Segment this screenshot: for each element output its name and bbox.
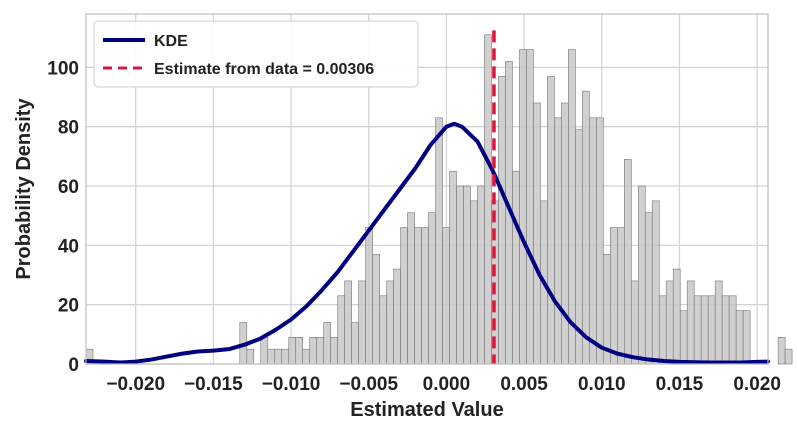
histogram-bar [610, 227, 618, 365]
histogram-bar [658, 295, 667, 365]
histogram-bar [267, 348, 276, 365]
histogram-bar [512, 170, 520, 365]
x-tick-label: 0.005 [500, 374, 548, 395]
x-tick-label: −0.020 [106, 374, 165, 395]
histogram-bar [554, 117, 562, 365]
histogram-bar [707, 295, 716, 365]
x-tick-label: −0.005 [339, 374, 398, 395]
histogram-bar [596, 117, 604, 365]
x-tick-label: 0.020 [733, 374, 781, 395]
y-tick-label: 100 [47, 58, 79, 79]
histogram-bar [470, 200, 478, 365]
histogram-bar [288, 337, 297, 365]
histogram-bar [442, 227, 450, 365]
histogram-bar [526, 49, 534, 365]
histogram-bar [679, 310, 688, 365]
histogram-bar [561, 102, 569, 365]
y-tick-label: 80 [58, 118, 79, 139]
histogram-bar [295, 337, 304, 365]
y-tick-label: 60 [58, 177, 79, 198]
histogram-bar [742, 310, 751, 365]
histogram-bar [449, 170, 457, 365]
histogram-bar [463, 185, 471, 365]
y-tick-label: 20 [58, 296, 79, 317]
histogram-bar [393, 268, 401, 365]
histogram-bar [365, 227, 373, 365]
histogram-bar [728, 295, 737, 365]
histogram-bar [372, 253, 380, 365]
histogram-bar [568, 49, 576, 365]
histogram-bar [421, 227, 429, 365]
x-tick-label: 0.010 [578, 374, 626, 395]
histogram-bar [435, 117, 443, 365]
histogram-bar [693, 295, 702, 365]
legend-estimate-label: Estimate from data = 0.00306 [154, 61, 374, 78]
x-tick-label: −0.010 [262, 374, 321, 395]
plot-frame [85, 13, 769, 365]
histogram-bar [323, 322, 331, 365]
histogram-bar [351, 322, 359, 365]
histogram-bar [700, 295, 709, 365]
y-tick-label: 0 [68, 355, 79, 376]
histogram-bar [665, 280, 674, 365]
kde-curve-group [84, 121, 770, 365]
histogram-bar [582, 90, 590, 365]
histogram-bar [547, 75, 555, 365]
histogram-bar [686, 280, 695, 365]
histogram-bar [260, 337, 269, 365]
legend: KDE Estimate from data = 0.00306 [93, 20, 419, 88]
x-tick-labels: −0.020 −0.015 −0.010 −0.005 0.000 0.005 0.010 0… [106, 374, 781, 395]
histogram-bar [386, 280, 394, 365]
histogram-bar [637, 185, 646, 365]
y-axis-label: Probability Density [13, 98, 35, 280]
histogram-bar [533, 102, 541, 365]
histogram-bar [589, 117, 597, 365]
histogram-bar [330, 337, 338, 365]
histogram-bar [498, 75, 506, 365]
histogram-bar [484, 34, 492, 365]
histogram-bar [721, 295, 730, 365]
histogram-bar [714, 280, 723, 365]
histogram-bar [456, 185, 464, 365]
x-tick-label: −0.015 [184, 374, 243, 395]
histogram-bar [274, 348, 283, 365]
histogram-bar [246, 348, 255, 365]
histogram-bar [672, 268, 681, 365]
x-tick-label: 0.000 [423, 374, 471, 395]
histogram-bar [358, 280, 366, 365]
kde-curve [84, 121, 770, 365]
histogram-bar [519, 49, 527, 365]
legend-box [93, 20, 419, 88]
histogram-bars [85, 34, 793, 365]
histogram-bar [414, 227, 422, 365]
histogram-bar [316, 337, 324, 365]
histogram-bar [281, 348, 290, 365]
histogram-bar [784, 348, 793, 365]
y-tick-label: 40 [58, 236, 79, 257]
histogram-bar [477, 185, 485, 365]
x-tick-label: 0.015 [656, 374, 704, 395]
histogram-bar [617, 227, 625, 365]
histogram-bar [302, 348, 311, 365]
histogram-bar [428, 212, 436, 365]
histogram-bar [407, 212, 415, 365]
histogram-bar [777, 337, 786, 365]
histogram-bar [379, 295, 387, 365]
histogram-bar [630, 280, 639, 365]
histogram-bar [400, 227, 408, 365]
histogram-bar [735, 310, 744, 365]
histogram-bar [309, 337, 317, 365]
histogram-bar [623, 159, 632, 365]
legend-kde-label: KDE [154, 33, 188, 50]
histogram-bar [651, 200, 660, 365]
histogram-bar [337, 295, 345, 365]
histogram-bar [644, 212, 653, 365]
y-tick-labels: 0 20 40 60 80 100 [47, 58, 79, 376]
histogram-bar [344, 280, 352, 365]
x-axis-label: Estimated Value [350, 399, 503, 421]
